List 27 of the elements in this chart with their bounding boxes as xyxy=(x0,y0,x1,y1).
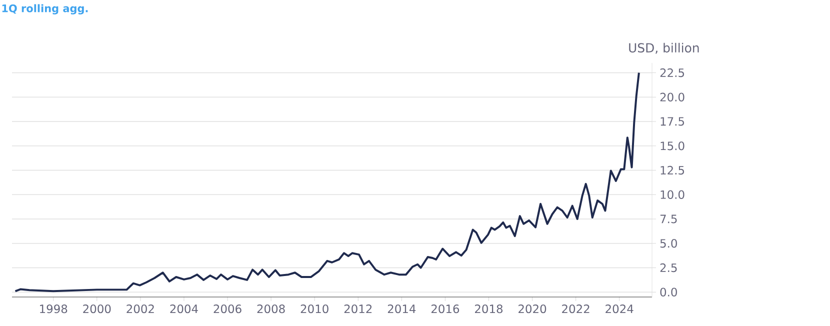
chart-title: 1Q rolling agg. xyxy=(2,4,88,14)
x-tick-label: 2022 xyxy=(562,304,590,314)
x-tick-label: 2004 xyxy=(170,304,198,314)
y-tick-label: 0.0 xyxy=(660,288,677,296)
y-tick-label: 12.5 xyxy=(660,166,684,175)
x-tick-label: 2006 xyxy=(214,304,242,314)
y-tick-label: 7.5 xyxy=(660,214,677,224)
y-axis-title: USD, billion xyxy=(629,42,699,54)
x-tick-label: 2012 xyxy=(344,304,372,314)
x-tick-label: 2010 xyxy=(300,304,328,314)
x-tick-label: 2016 xyxy=(431,304,460,314)
y-tick-label: 5.0 xyxy=(660,239,677,248)
y-tick-label: 22.5 xyxy=(660,68,684,78)
x-tick-label: 2024 xyxy=(606,304,634,314)
y-tick-label: 17.5 xyxy=(660,117,684,126)
y-tick-label: 20.0 xyxy=(660,92,684,102)
x-tick-label: 2020 xyxy=(518,304,546,314)
x-tick-label: 2014 xyxy=(388,304,416,314)
y-tick-label: 15.0 xyxy=(660,142,684,150)
x-tick-label: 2008 xyxy=(257,304,285,314)
x-tick-label: 2000 xyxy=(83,304,111,314)
line-series xyxy=(14,72,640,292)
x-tick-label: 2018 xyxy=(475,304,503,314)
x-tick-label: 1998 xyxy=(40,304,68,314)
x-tick-label: 2002 xyxy=(126,304,154,314)
y-tick-label: 2.5 xyxy=(660,263,677,272)
y-tick-label: 10.0 xyxy=(660,190,684,199)
